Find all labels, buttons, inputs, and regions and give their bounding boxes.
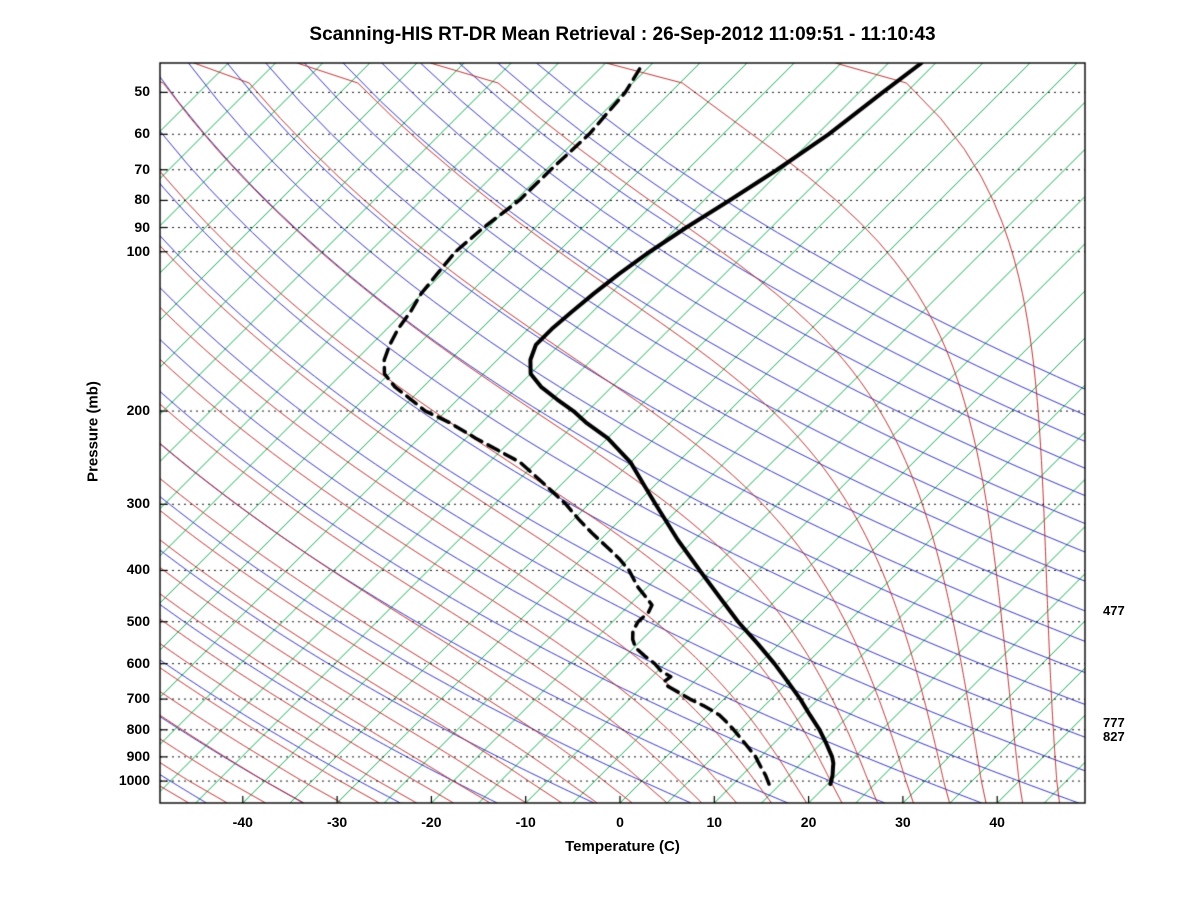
y-tick-label: 50	[134, 83, 150, 100]
x-tick-label: 20	[800, 814, 817, 830]
x-tick-label: 10	[706, 814, 723, 830]
y-tick-label: 300	[126, 495, 150, 512]
x-tick-label: -20	[421, 814, 442, 830]
y-tick-label: 1000	[118, 772, 150, 789]
pressure-annotation: 477	[1103, 602, 1125, 618]
y-tick-label: 700	[126, 690, 150, 707]
y-tick-label: 200	[126, 402, 150, 419]
x-tick-label: -30	[326, 814, 348, 830]
chart-title: Scanning-HIS RT-DR Mean Retrieval : 26-S…	[309, 24, 936, 45]
x-tick-label: -10	[515, 814, 536, 830]
x-axis-label: Temperature (C)	[565, 838, 680, 855]
pressure-annotation: 827	[1103, 729, 1125, 745]
y-tick-label: 80	[134, 191, 150, 208]
y-tick-label: 100	[126, 242, 150, 259]
y-tick-label: 70	[134, 160, 150, 177]
x-tick-label: -40	[232, 814, 253, 830]
y-tick-label: 600	[126, 654, 150, 671]
y-tick-label: 400	[126, 561, 150, 578]
x-tick-label: 40	[989, 814, 1005, 830]
y-tick-label: 800	[126, 720, 150, 737]
x-tick-label: 0	[616, 814, 624, 830]
x-tick-label: 30	[895, 814, 911, 830]
y-tick-label: 90	[134, 218, 150, 235]
y-tick-label: 500	[126, 612, 150, 629]
y-tick-label: 900	[126, 747, 150, 764]
y-tick-label: 60	[134, 125, 150, 142]
pressure-annotation: 777	[1103, 715, 1125, 731]
